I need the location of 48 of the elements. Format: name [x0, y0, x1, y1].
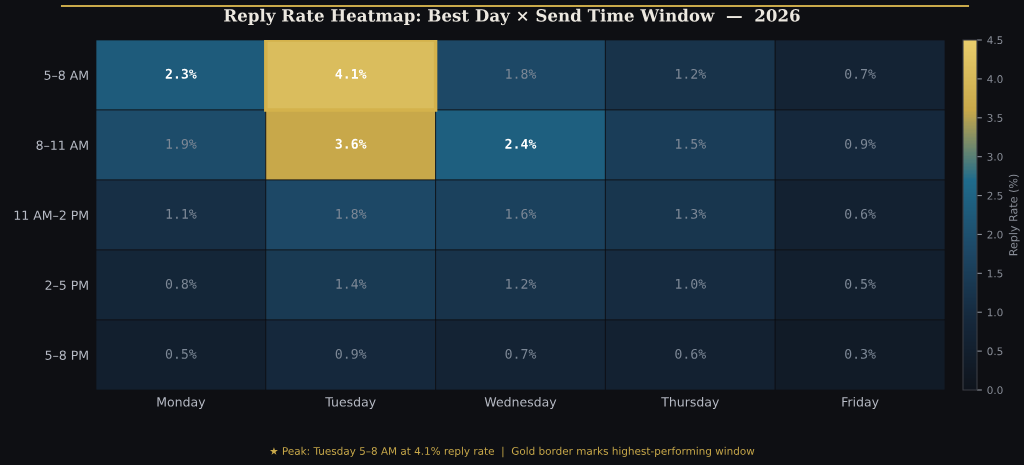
color-bar-label: 4.5 [987, 36, 1003, 45]
data-label: 1.9% [166, 138, 197, 149]
data-label: 0.3% [845, 348, 876, 359]
data-label: 1.8% [336, 208, 367, 219]
x-tick-label: Thursday [661, 396, 719, 410]
data-label: 4.1% [335, 69, 367, 79]
data-label: 0.6% [845, 208, 876, 219]
data-label: 3.6% [335, 138, 367, 149]
color-bar-title: Reply Rate (%) [1008, 174, 1020, 256]
x-tick-label: Monday [157, 396, 206, 410]
y-tick-label: 8–11 AM [36, 140, 88, 150]
data-label: 0.7% [505, 348, 537, 359]
data-label: 2.4% [505, 138, 537, 149]
x-tick-label: Wednesday [484, 396, 557, 410]
color-bar-label: 2.0 [987, 230, 1003, 239]
data-label: 0.6% [675, 348, 706, 359]
x-tick-label: Tuesday [325, 396, 376, 410]
data-label: 0.7% [845, 68, 876, 79]
data-label: 1.0% [676, 278, 706, 289]
y-tick-label: 5–8 PM [45, 350, 88, 360]
chart-title: Reply Rate Heatmap: Best Day × Send Time Window — 2026 [224, 8, 800, 26]
data-label: 1.8% [506, 68, 537, 79]
color-bar-label: 1.0 [987, 308, 1003, 317]
color-bar-label: 3.5 [987, 114, 1003, 122]
color-bar-label: 4.0 [987, 75, 1003, 83]
data-label: 1.6% [506, 208, 537, 219]
data-label: 1.1% [166, 209, 197, 219]
color-bar-label: 0.0 [987, 386, 1003, 395]
color-bar-label: 1.5 [987, 269, 1003, 278]
y-tick-label: 11 AM–2 PM [14, 210, 88, 220]
data-label: 1.2% [506, 278, 537, 289]
color-bar-label: 3.0 [987, 152, 1003, 161]
data-label: 1.4% [336, 279, 367, 289]
data-label: 0.9% [845, 138, 876, 149]
data-label: 0.9% [335, 348, 367, 359]
y-tick-label: 2–5 PM [45, 280, 88, 290]
data-label: 0.5% [165, 348, 197, 359]
data-label: 0.5% [845, 278, 876, 289]
text: ★ Peak: Tuesday 5–8 AM at 4.1% reply rate | Gold border marks highest-performing window [269, 446, 755, 458]
data-label: 1.3% [676, 208, 706, 219]
data-label: 1.2% [676, 68, 706, 79]
data-label: 0.8% [165, 278, 197, 289]
data-label: 1.5% [676, 139, 706, 149]
x-tick-label: Friday [842, 396, 879, 410]
color-bar-label: 2.5 [987, 191, 1003, 200]
y-tick-label: 5–8 AM [44, 70, 88, 80]
data-label: 2.3% [165, 68, 197, 79]
color-bar-label: 0.5 [987, 347, 1003, 356]
